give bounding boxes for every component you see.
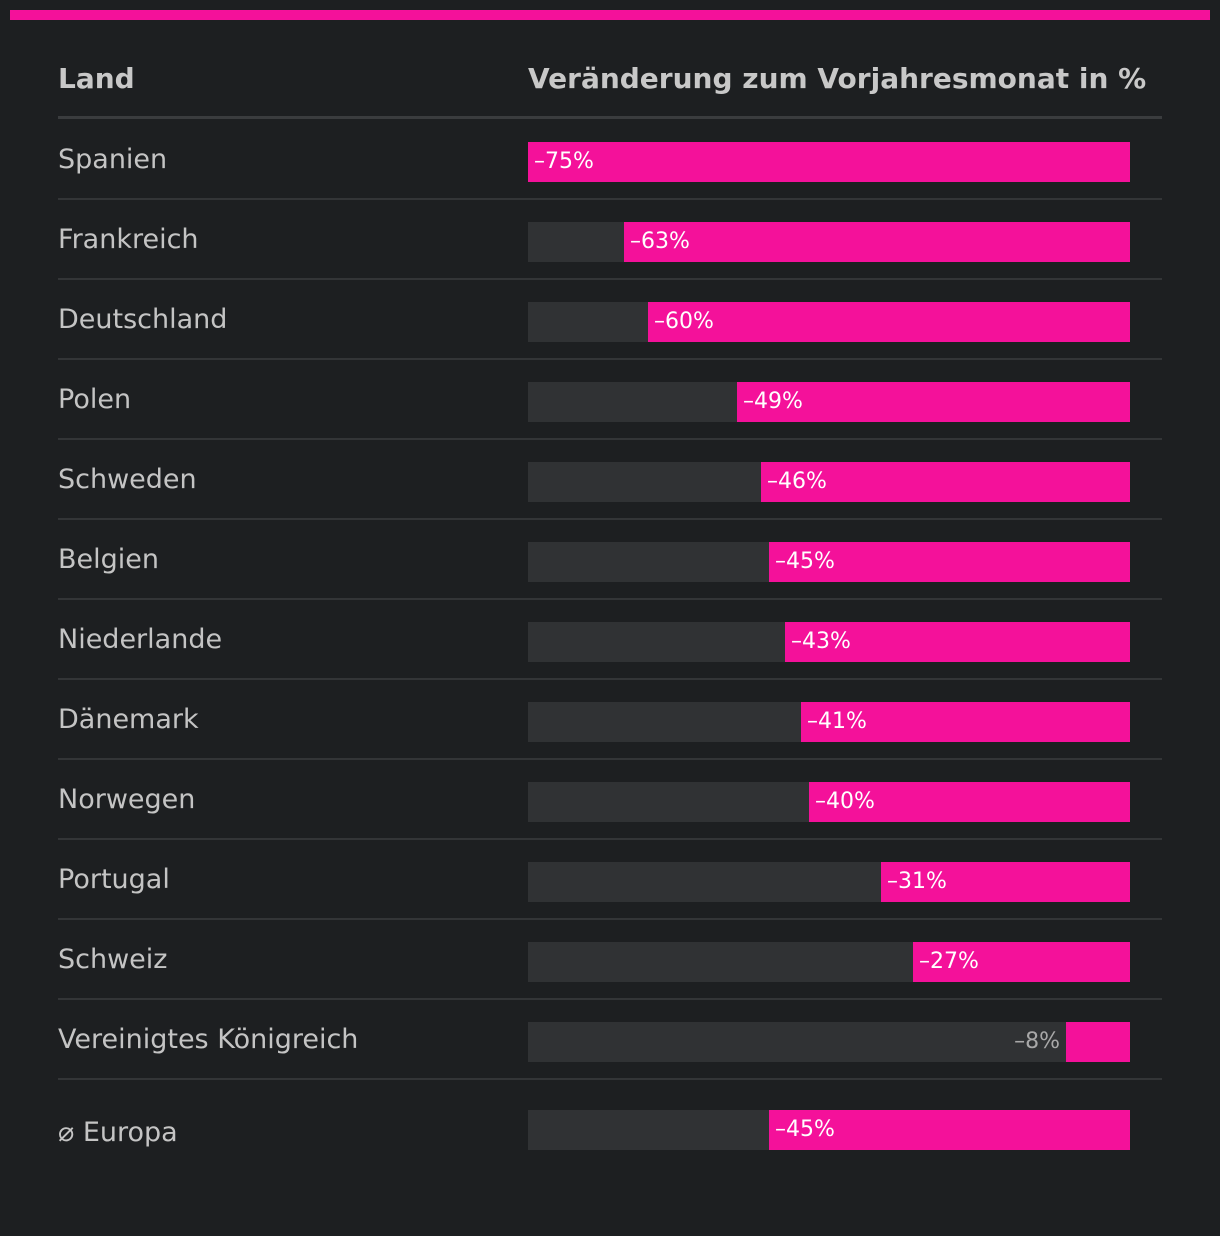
- country-label: Dänemark: [58, 704, 199, 735]
- table-row: Schweden –46%: [58, 440, 1162, 520]
- table-header: Land Veränderung zum Vorjahresmonat in %: [58, 58, 1162, 118]
- bar-track: –43%: [528, 622, 1130, 662]
- table-row: Frankreich –63%: [58, 200, 1162, 280]
- bar-value-label: –46%: [767, 469, 827, 494]
- country-label: Norwegen: [58, 784, 196, 815]
- bar: [801, 702, 1130, 742]
- bar: [737, 382, 1130, 422]
- table-row: Spanien –75%: [58, 120, 1162, 200]
- bar-track: –60%: [528, 302, 1130, 342]
- country-label: Frankreich: [58, 224, 199, 255]
- bar-value-label: –43%: [791, 629, 851, 654]
- bar-value-label: –63%: [630, 229, 690, 254]
- bar-value-label: –49%: [743, 389, 803, 414]
- bar-value-label: –41%: [807, 709, 867, 734]
- country-label: Deutschland: [58, 304, 228, 335]
- bar: [761, 462, 1130, 502]
- bar: [809, 782, 1130, 822]
- average-label: ⌀ Europa: [58, 1117, 178, 1148]
- bar-track: –45%: [528, 1110, 1130, 1150]
- header-divider: [58, 116, 1162, 119]
- country-label: Vereinigtes Königreich: [58, 1024, 359, 1055]
- table-row: Belgien –45%: [58, 520, 1162, 600]
- bar-value-label: –40%: [815, 789, 875, 814]
- bar: [624, 222, 1130, 262]
- bar-track: –45%: [528, 542, 1130, 582]
- country-label: Belgien: [58, 544, 159, 575]
- bar-track: –27%: [528, 942, 1130, 982]
- table-row: Schweiz –27%: [58, 920, 1162, 1000]
- column-header-land: Land: [58, 62, 135, 95]
- bar: [769, 1110, 1130, 1150]
- bar-track: –63%: [528, 222, 1130, 262]
- table-row: Dänemark –41%: [58, 680, 1162, 760]
- country-label: Portugal: [58, 864, 170, 895]
- country-label: Schweden: [58, 464, 197, 495]
- bar-track: –49%: [528, 382, 1130, 422]
- accent-stripe: [10, 10, 1210, 20]
- bar-track: –41%: [528, 702, 1130, 742]
- country-label: Niederlande: [58, 624, 223, 655]
- table-row: Vereinigtes Königreich –8%: [58, 1000, 1162, 1080]
- table-row: Portugal –31%: [58, 840, 1162, 920]
- bar-value-label: –45%: [775, 549, 835, 574]
- column-header-change: Veränderung zum Vorjahresmonat in %: [528, 62, 1147, 95]
- table-row: Norwegen –40%: [58, 760, 1162, 840]
- bar-track: –46%: [528, 462, 1130, 502]
- bar-track: –40%: [528, 782, 1130, 822]
- bar: [528, 142, 1130, 182]
- table-row: Polen –49%: [58, 360, 1162, 440]
- bar: [769, 542, 1130, 582]
- average-row: ⌀ Europa –45%: [58, 1080, 1162, 1160]
- bar-value-label: –60%: [654, 309, 714, 334]
- bar-track: –75%: [528, 142, 1130, 182]
- bar-track: –31%: [528, 862, 1130, 902]
- country-label: Spanien: [58, 144, 168, 175]
- bar: [881, 862, 1130, 902]
- bar-value-label: –8%: [1014, 1029, 1060, 1054]
- bar-value-label: –75%: [534, 149, 594, 174]
- bar: [1066, 1022, 1130, 1062]
- country-label: Schweiz: [58, 944, 168, 975]
- bar: [648, 302, 1130, 342]
- bar: [785, 622, 1130, 662]
- table-row: Niederlande –43%: [58, 600, 1162, 680]
- bar-value-label: –31%: [887, 869, 947, 894]
- bar-track: –8%: [528, 1022, 1130, 1062]
- table-row: Deutschland –60%: [58, 280, 1162, 360]
- bar: [913, 942, 1130, 982]
- country-label: Polen: [58, 384, 132, 415]
- bar-value-label: –27%: [919, 949, 979, 974]
- bar-value-label: –45%: [775, 1117, 835, 1142]
